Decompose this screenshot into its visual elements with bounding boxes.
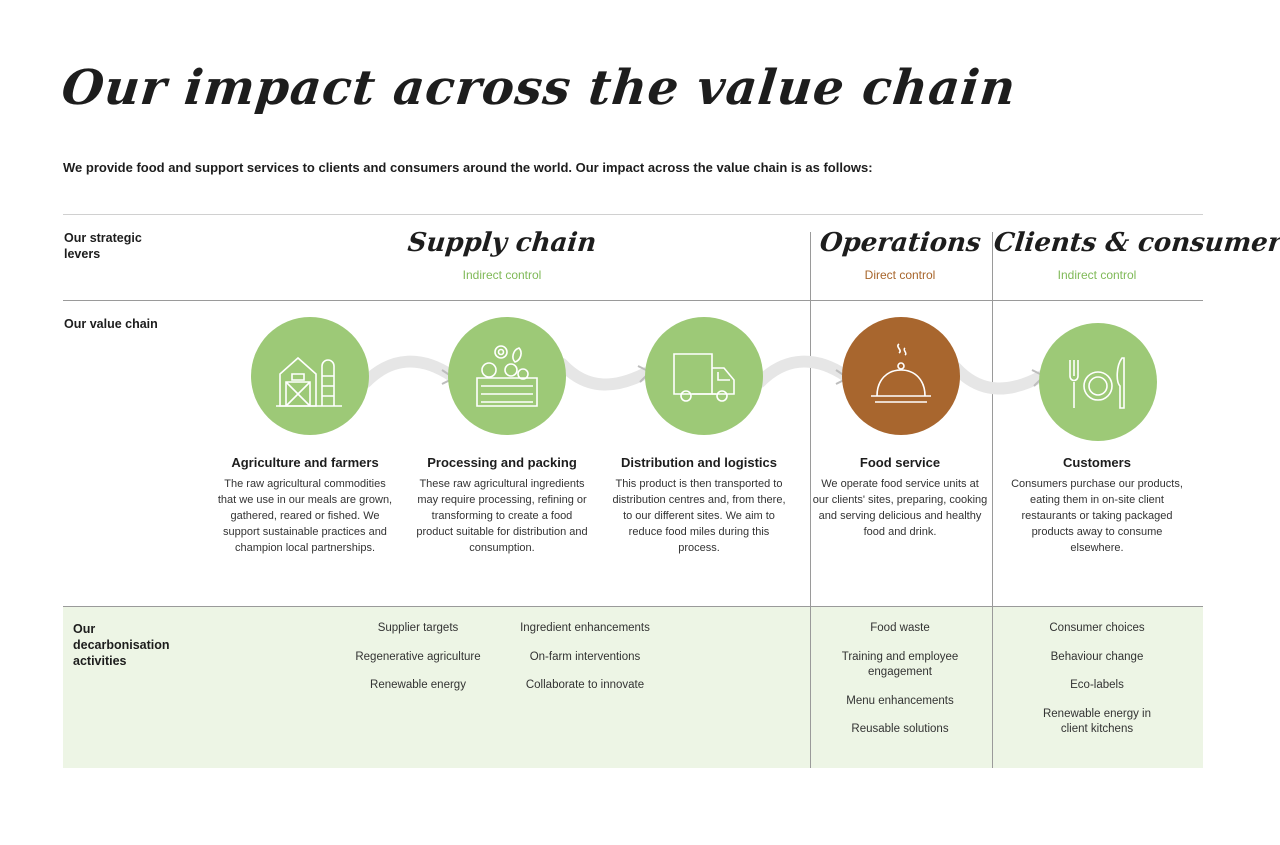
circle-food-service (842, 317, 960, 435)
farm-barn-icon (276, 356, 342, 407)
flow-arrow-1 (362, 355, 458, 388)
circle-agriculture (251, 317, 369, 435)
circle-customers (1039, 323, 1157, 441)
plate-cutlery-icon (1069, 357, 1125, 409)
stage-description: This product is then transported to dist… (612, 478, 786, 554)
lever-name: Supply chain (406, 228, 598, 258)
stage-customers: Customers Consumers purchase our product… (1010, 455, 1184, 556)
activity-item: Reusable solutions (851, 723, 949, 735)
stage-processing: Processing and packing These raw agricul… (413, 455, 591, 556)
lever-clients-consumers: Clients & consumers Indirect control (992, 228, 1280, 282)
intro-text: We provide food and support services to … (63, 160, 873, 175)
activity-item: Food waste (870, 622, 930, 634)
activity-item: On-farm interventions (529, 651, 641, 663)
flow-arrow-2 (558, 358, 654, 391)
activity-item: Training and employee engagement (841, 651, 959, 678)
delivery-truck-icon (673, 353, 735, 402)
produce-crate-icon (476, 345, 538, 407)
stage-distribution: Distribution and logistics This product … (610, 455, 788, 556)
stage-description: Consumers purchase our products, eating … (1011, 478, 1183, 554)
circle-distribution (645, 317, 763, 435)
stage-description: The raw agricultural commodities that we… (217, 478, 393, 554)
stage-title: Food service (859, 455, 941, 470)
activity-item: Renewable energy (370, 679, 466, 691)
serving-cloche-icon (871, 343, 931, 403)
divider-chain (63, 606, 1203, 607)
stage-title: Customers (1063, 455, 1131, 470)
circle-processing (448, 317, 566, 435)
lever-control: Indirect control (1057, 268, 1137, 282)
lever-control: Indirect control (462, 268, 542, 282)
activity-item: Renewable energy in client kitchens (1042, 708, 1152, 735)
activity-item: Collaborate to innovate (525, 679, 645, 691)
lever-operations: Operations Direct control (818, 228, 983, 282)
stage-title: Distribution and logistics (620, 455, 777, 470)
flow-arrow-3 (756, 355, 852, 388)
divider-levers (63, 300, 1203, 301)
activity-item: Menu enhancements (846, 695, 954, 707)
row-label-levers: Our strategic levers (64, 231, 142, 261)
lever-control: Direct control (864, 268, 936, 282)
row-label-decarbonisation: Our decarbonisation activities (73, 622, 170, 668)
activity-item: Eco-labels (1070, 679, 1124, 691)
activity-item: Supplier targets (377, 622, 459, 634)
activity-item: Consumer choices (1049, 622, 1145, 634)
stage-agriculture: Agriculture and farmers The raw agricult… (216, 455, 394, 556)
activity-item: Regenerative agriculture (355, 651, 481, 663)
stage-food-service: Food service We operate food service uni… (812, 455, 988, 540)
lever-name: Operations (818, 228, 983, 258)
row-label-value-chain: Our value chain (64, 317, 158, 331)
decarbonisation-panel (63, 607, 1203, 768)
stage-description: These raw agricultural ingredients may r… (416, 478, 588, 554)
lever-supply-chain: Supply chain Indirect control (402, 228, 602, 282)
stage-title: Processing and packing (427, 455, 577, 470)
divider-operations-clients (992, 232, 993, 768)
lever-name: Clients & consumers (992, 228, 1280, 258)
activity-item: Ingredient enhancements (520, 622, 650, 634)
page-title: Our impact across the value chain (59, 60, 1019, 116)
divider-supply-operations (810, 232, 811, 768)
divider-top (63, 214, 1203, 215)
flow-arrow-4 (952, 362, 1048, 395)
stage-title: Agriculture and farmers (231, 455, 379, 470)
stage-description: We operate food service units at our cli… (812, 478, 988, 538)
activity-item: Behaviour change (1050, 651, 1144, 663)
